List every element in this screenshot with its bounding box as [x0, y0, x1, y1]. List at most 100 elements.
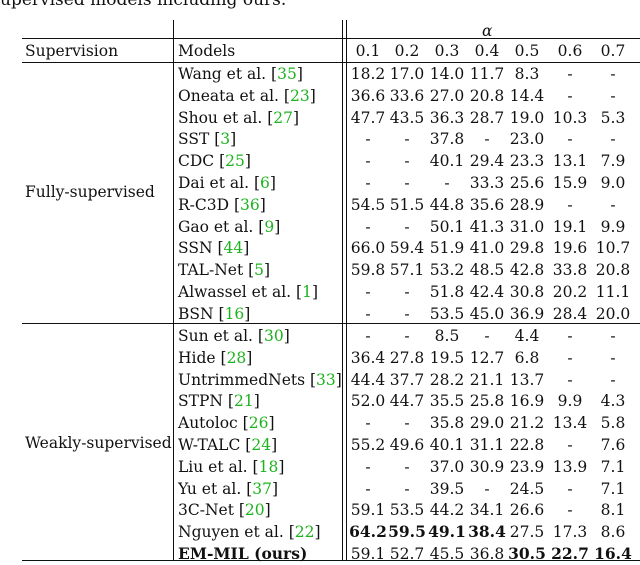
model-label: Sun et al. — [178, 327, 258, 345]
score-cell: 25.6 — [509, 174, 545, 192]
model-label: 3C-Net — [178, 501, 239, 520]
citation-bracket: [ — [252, 457, 259, 476]
score-cell: - — [610, 195, 616, 214]
citation-bracket: [ — [283, 86, 290, 105]
score-cell: - — [610, 348, 616, 367]
model-name: Nguyen et al. [22] — [178, 521, 321, 543]
score-cell: 15.9 — [552, 174, 588, 192]
score-cell: 28.4 — [552, 304, 588, 323]
score-cell: 42.8 — [509, 261, 545, 280]
citation-link[interactable]: 27 — [273, 108, 294, 127]
score-cell: - — [567, 65, 573, 83]
citation-link[interactable]: 25 — [225, 152, 245, 171]
score-cell: 29.8 — [509, 239, 545, 258]
score-cell: 51.5 — [389, 195, 425, 214]
score-cell: 37.0 — [429, 457, 465, 476]
citation-link[interactable]: 22 — [294, 523, 315, 542]
score-cell: 59.1 — [350, 545, 386, 563]
model-label: CDC — [178, 152, 220, 171]
model-label: UntrimmedNets — [178, 370, 310, 389]
score-cell: 23.0 — [509, 130, 545, 149]
score-cell: - — [404, 327, 410, 345]
score-cell: 20.2 — [552, 283, 588, 301]
score-cell: 39.5 — [429, 479, 465, 498]
citation-link[interactable]: 21 — [233, 392, 254, 411]
score-cell: 19.1 — [552, 217, 588, 236]
score-cell: 48.5 — [469, 261, 505, 280]
citation-link[interactable]: 3 — [220, 130, 231, 149]
model-name: 3C-Net [20] — [178, 499, 271, 521]
citation-link[interactable]: 26 — [248, 414, 269, 433]
score-cell: - — [567, 348, 573, 367]
score-cell: 36.4 — [350, 348, 386, 367]
score-cell: 24.5 — [509, 479, 545, 498]
score-cell: 5.8 — [600, 414, 626, 433]
score-cell: 26.6 — [509, 501, 545, 520]
score-cell: 17.0 — [389, 65, 425, 83]
score-cell: - — [484, 479, 490, 498]
score-cell: 30.9 — [469, 457, 505, 476]
score-cell: - — [365, 457, 371, 476]
score-cell: - — [404, 304, 410, 323]
citation-link[interactable]: 6 — [260, 174, 270, 192]
score-cell: 27.5 — [509, 523, 545, 542]
threshold-header: 0.2 — [394, 42, 420, 60]
citation-bracket: ] — [246, 348, 253, 367]
table-caption: upervised models including ours. — [0, 0, 287, 10]
models-divider-2 — [346, 20, 348, 561]
score-cell: - — [610, 65, 616, 83]
citation-link[interactable]: 35 — [277, 65, 297, 83]
score-cell: 13.7 — [509, 370, 545, 389]
score-cell: 59.8 — [350, 261, 386, 280]
score-cell: 29.4 — [469, 152, 505, 171]
score-cell: 21.1 — [469, 370, 505, 389]
score-cell: 45.5 — [429, 545, 465, 563]
score-cell: 50.1 — [429, 217, 465, 236]
score-cell: 52.7 — [389, 545, 425, 563]
model-name: BSN [16] — [178, 303, 250, 325]
score-cell: 30.5 — [508, 544, 546, 563]
citation-link[interactable]: 1 — [302, 283, 312, 301]
citation-link[interactable]: 33 — [316, 370, 336, 389]
score-cell: 45.0 — [469, 304, 505, 323]
score-cell: - — [610, 86, 616, 105]
citation-link[interactable]: 30 — [263, 327, 284, 345]
model-label: SST — [178, 130, 215, 149]
supervision-group-label: Weakly-supervised — [25, 433, 172, 452]
score-cell: 6.8 — [514, 348, 540, 367]
score-cell: - — [567, 130, 573, 149]
model-label: R-C3D — [178, 195, 234, 214]
citation-link[interactable]: 44 — [223, 239, 244, 258]
threshold-header: 0.7 — [600, 42, 626, 60]
citation-bracket: [ — [271, 65, 278, 83]
model-label: Alwassel et al. — [178, 283, 297, 301]
citation-link[interactable]: 36 — [240, 195, 260, 214]
model-label: Yu et al. — [178, 479, 247, 498]
citation-link[interactable]: 28 — [226, 348, 247, 367]
score-cell: 36.6 — [350, 86, 386, 105]
score-cell: 7.1 — [600, 457, 626, 476]
citation-link[interactable]: 18 — [258, 457, 279, 476]
citation-bracket: [ — [309, 370, 317, 389]
citation-link[interactable]: 24 — [251, 436, 272, 454]
citation-link[interactable]: 37 — [252, 479, 272, 498]
citation-bracket: ] — [244, 304, 251, 323]
score-cell: 19.6 — [552, 239, 588, 258]
score-cell: 7.6 — [600, 436, 626, 454]
score-cell: 51.8 — [429, 283, 465, 301]
citation-link[interactable]: 20 — [244, 501, 265, 520]
score-cell: 35.5 — [429, 392, 465, 411]
citation-link[interactable]: 9 — [264, 217, 275, 236]
citation-link[interactable]: 16 — [224, 304, 245, 323]
score-cell: - — [404, 217, 410, 236]
models-header: Models — [178, 42, 236, 60]
model-name: UntrimmedNets [33] — [178, 369, 342, 391]
citation-link[interactable]: 5 — [254, 261, 265, 280]
citation-link[interactable]: 23 — [289, 86, 310, 105]
score-cell: 41.3 — [469, 217, 505, 236]
model-label: Dai et al. — [178, 174, 254, 192]
model-name: W-TALC [24] — [178, 434, 277, 456]
score-cell: - — [567, 436, 573, 454]
score-cell: 27.8 — [389, 348, 425, 367]
threshold-header: 0.3 — [434, 42, 460, 60]
